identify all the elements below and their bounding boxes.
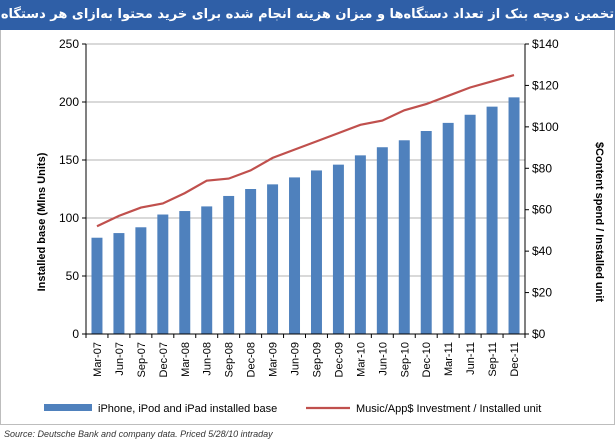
left-tick-label: 250 (59, 37, 79, 51)
x-tick-label: Mar-10 (355, 342, 367, 377)
bar (91, 237, 103, 334)
bar (179, 211, 191, 334)
bar (245, 189, 257, 334)
x-tick-label: Jun-08 (202, 342, 214, 376)
right-tick-label: $120 (532, 78, 559, 92)
bar (508, 97, 520, 334)
x-tick-label: Dec-11 (509, 342, 521, 377)
x-tick-label: Dec-09 (333, 342, 345, 377)
right-tick-label: $80 (532, 161, 552, 175)
bar (332, 164, 344, 334)
bar (223, 195, 235, 334)
y2-axis-label: $Content spend / Installed unit (593, 142, 605, 302)
left-axis-ticks: 0 50 100 150 200 250 (59, 37, 79, 341)
legend: iPhone, iPod and iPad installed base Mus… (44, 403, 541, 415)
bar-series (91, 97, 520, 334)
x-tick-label: Mar-08 (180, 342, 192, 377)
left-tick-label: 0 (72, 327, 79, 341)
legend-swatch-bar (44, 404, 92, 411)
left-tick-label: 100 (59, 211, 79, 225)
bar (267, 184, 279, 334)
x-tick-label: Mar-07 (92, 342, 104, 377)
x-tick-label: Sep-10 (399, 342, 411, 377)
right-axis-ticks: $0 $20 $40 $60 $80 $100 $120 $140 (532, 37, 559, 341)
bar (420, 131, 432, 334)
legend-label-line: Music/App$ Investment / Installed unit (356, 403, 541, 415)
line-series (96, 74, 515, 228)
right-tick-label: $0 (532, 327, 546, 341)
axes (82, 43, 529, 338)
x-tick-label: Dec-08 (246, 342, 258, 377)
left-tick-label: 150 (59, 153, 79, 167)
bar (135, 227, 147, 334)
bar (486, 106, 498, 334)
combo-chart: 0 50 100 150 200 250 $0 $20 $40 $60 $80 $100 $120 $1… (36, 37, 605, 415)
x-tick-label: Jun-11 (465, 342, 477, 375)
bar (157, 214, 169, 334)
x-tick-label: Jun-09 (290, 342, 302, 376)
x-tick-label: Sep-07 (136, 342, 148, 377)
x-tick-label: Mar-11 (443, 342, 455, 376)
x-tick-label: Dec-07 (158, 342, 170, 377)
bar (113, 233, 125, 334)
x-tick-label: Jun-10 (377, 342, 389, 376)
bar (376, 147, 388, 334)
x-tick-label: Dec-10 (421, 342, 433, 377)
source-note: Source: Deutsche Bank and company data. … (4, 429, 273, 439)
x-tick-label: Sep-09 (311, 342, 323, 377)
x-axis-ticks: Mar-07 Jun-07 Sep-07 Dec-07 Mar-08 Jun-08 Sep-… (92, 342, 521, 377)
right-tick-label: $40 (532, 244, 552, 258)
bar (310, 170, 322, 334)
x-tick-label: Jun-07 (114, 342, 126, 376)
x-tick-label: Sep-08 (224, 342, 236, 377)
x-tick-label: Sep-11 (487, 342, 499, 377)
bar (398, 140, 410, 334)
legend-label-bar: iPhone, iPod and iPad installed base (98, 403, 277, 415)
bar (464, 114, 476, 334)
bar (442, 122, 454, 334)
x-tick-label: Mar-09 (268, 342, 280, 377)
bar (201, 206, 213, 334)
right-tick-label: $60 (532, 203, 552, 217)
right-tick-label: $20 (532, 286, 552, 300)
bar (354, 155, 366, 334)
y-axis-label: Installed base (Mlns Units) (36, 152, 48, 291)
chart-title: تخمین دویچه بنک از تعداد دستگاه‌ها و میز… (0, 0, 615, 30)
right-tick-label: $140 (532, 37, 559, 51)
left-tick-label: 50 (66, 269, 80, 283)
gridlines (86, 43, 525, 335)
left-tick-label: 200 (59, 95, 79, 109)
bar (289, 177, 301, 334)
right-tick-label: $100 (532, 120, 559, 134)
